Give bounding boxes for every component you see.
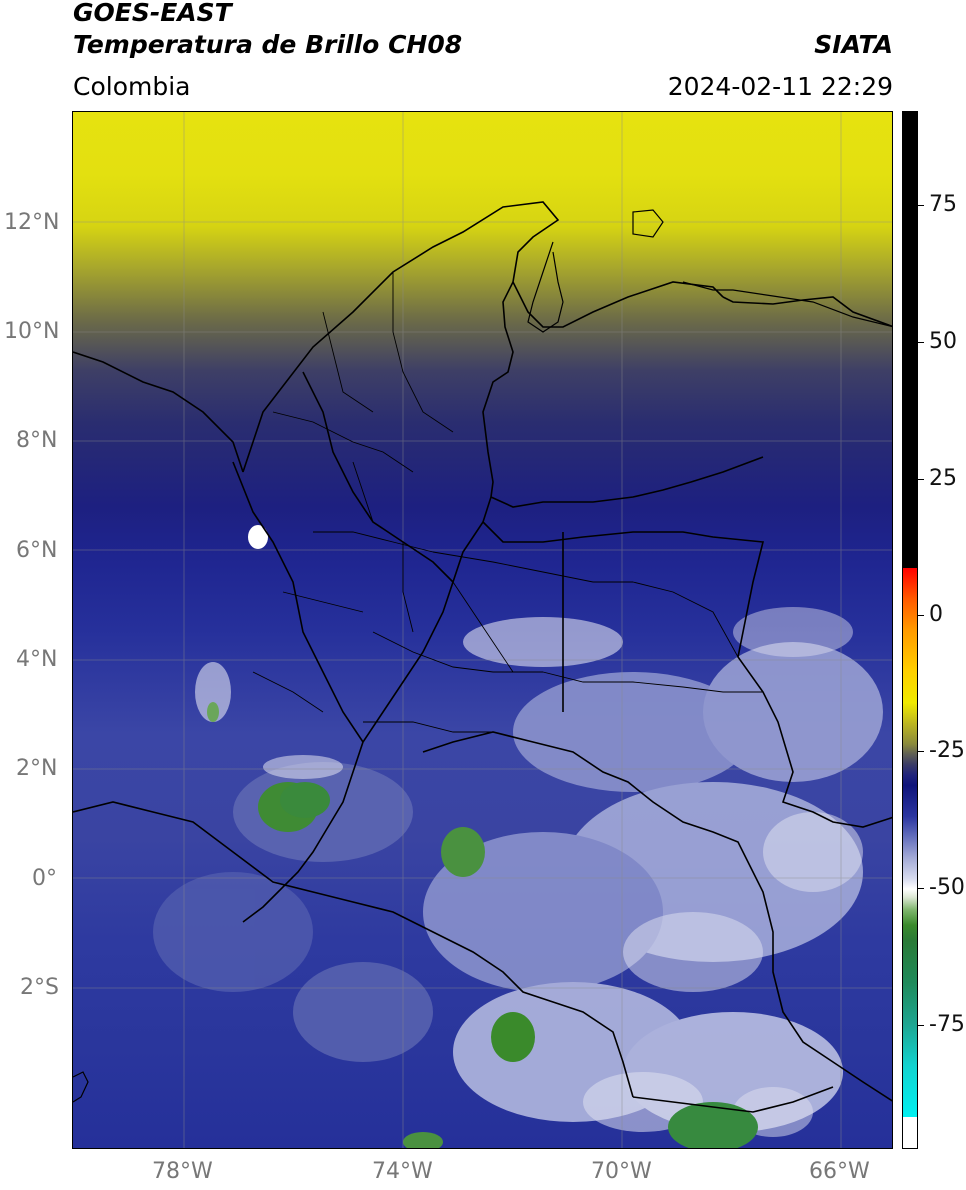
lon-tick-label: 66°W	[809, 1159, 870, 1184]
lon-tick-label: 70°W	[591, 1159, 652, 1184]
colorbar-label: -75	[929, 1012, 965, 1037]
convective-cores	[207, 525, 758, 1148]
colorbar-label: 75	[929, 192, 957, 217]
colorbar-label: 25	[929, 466, 957, 491]
lat-tick-label: 8°N	[16, 428, 58, 453]
brand-label: SIATA	[814, 30, 893, 59]
colorbar-label: 50	[929, 329, 957, 354]
lat-tick-label: 2°S	[20, 975, 59, 1000]
colorbar-tick-mark	[918, 479, 924, 480]
colorbar-tick-mark	[918, 205, 924, 206]
lat-tick-label: 10°N	[4, 319, 60, 344]
satellite-map	[72, 111, 893, 1149]
timestamp-label: 2024-02-11 22:29	[667, 72, 893, 101]
colorbar	[902, 111, 918, 1149]
colorbar-label: -25	[929, 738, 965, 763]
lat-tick-label: 4°N	[16, 647, 58, 672]
department-borders	[252, 272, 763, 733]
lat-tick-label: 0°	[32, 866, 57, 891]
gridlines	[73, 112, 892, 1148]
colorbar-tick-mark	[918, 1025, 924, 1026]
lat-tick-label: 2°N	[16, 756, 58, 781]
colorbar-label: -50	[929, 875, 965, 900]
coastline	[73, 209, 892, 1103]
title-product: Temperatura de Brillo CH08	[73, 30, 463, 59]
region-label: Colombia	[73, 72, 191, 101]
colorbar-tick-mark	[918, 615, 924, 616]
title-satellite: GOES-EAST	[73, 0, 232, 27]
colorbar-label: 0	[929, 602, 943, 627]
colorbar-tick-mark	[918, 751, 924, 752]
lon-tick-label: 78°W	[152, 1159, 213, 1184]
lat-tick-label: 12°N	[4, 210, 60, 235]
colorbar-tick-mark	[918, 888, 924, 889]
lat-tick-label: 6°N	[16, 538, 58, 563]
map-layer	[73, 112, 892, 1148]
country-borders	[73, 201, 892, 1113]
colorbar-tick-mark	[918, 342, 924, 343]
lon-tick-label: 74°W	[372, 1159, 433, 1184]
